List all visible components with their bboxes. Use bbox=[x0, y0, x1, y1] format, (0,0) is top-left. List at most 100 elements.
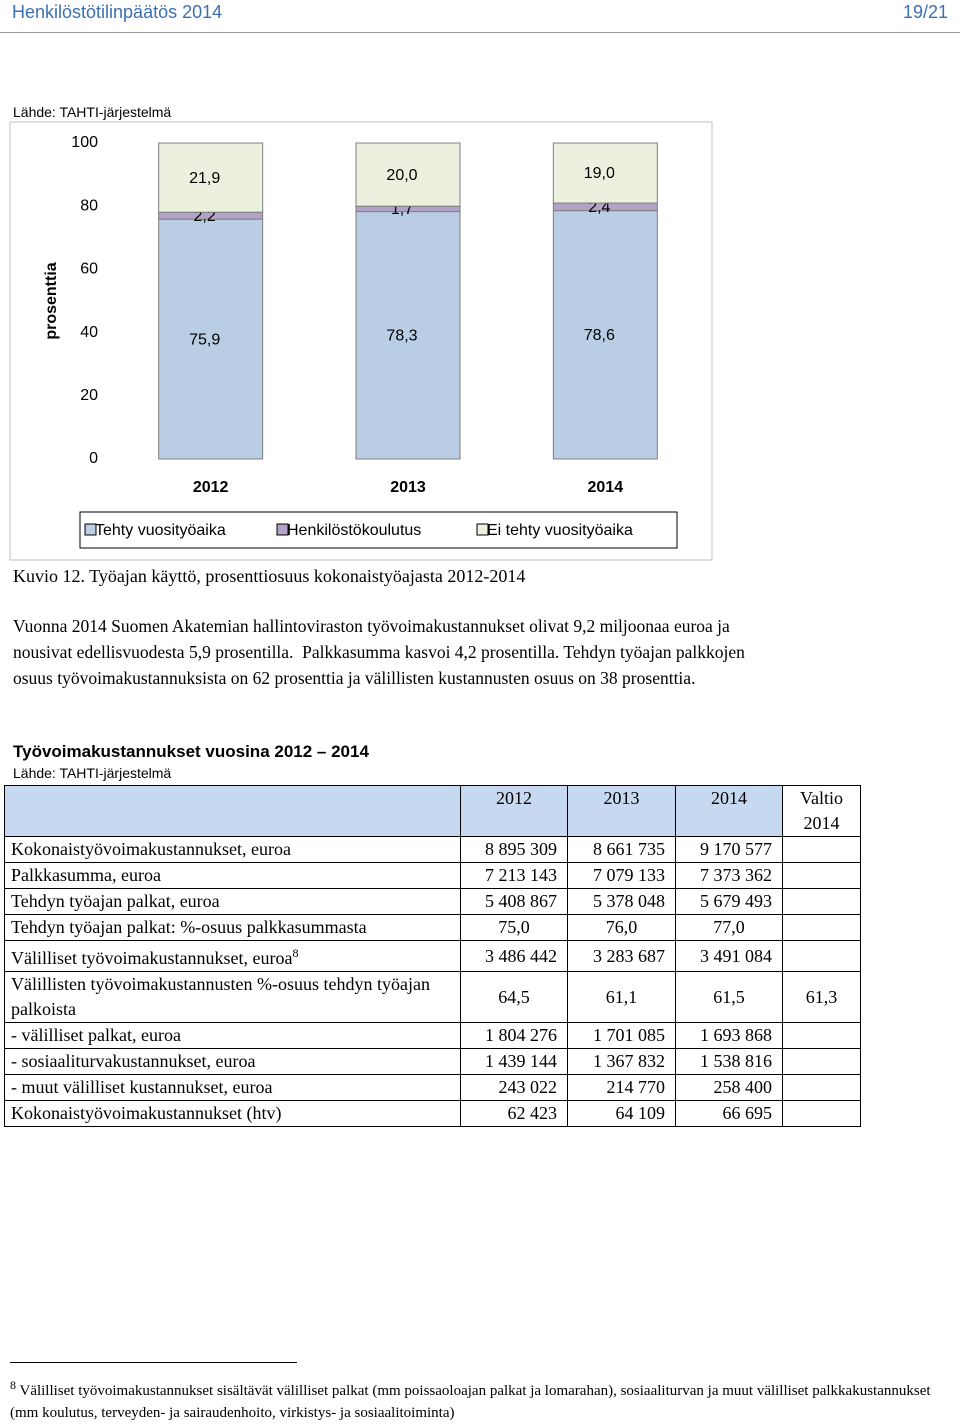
cell: 62 423 bbox=[460, 1100, 568, 1127]
cell: 76,0 bbox=[567, 914, 676, 941]
y-tick-label: 0 bbox=[89, 450, 98, 467]
legend-label: Ei tehty vuosityöaika bbox=[487, 522, 633, 539]
paragraph-line: Vuonna 2014 Suomen Akatemian hallintovir… bbox=[13, 616, 730, 636]
cell: 64,5 bbox=[460, 971, 568, 1023]
data-label: 78,3 bbox=[386, 328, 417, 345]
y-tick-label: 20 bbox=[80, 387, 98, 404]
table-row: Tehdyn työajan palkat: %-osuus palkkasum… bbox=[4, 914, 861, 941]
cell bbox=[782, 888, 861, 915]
cell: 3 486 442 bbox=[460, 940, 568, 972]
cell: 5 679 493 bbox=[675, 888, 783, 915]
row-label: Palkkasumma, euroa bbox=[4, 862, 461, 889]
bar-segment bbox=[552, 210, 658, 460]
cell: 1 701 085 bbox=[567, 1022, 676, 1049]
caption: Kuvio 12. Työajan käyttö, prosenttiosuus… bbox=[13, 566, 526, 586]
row-label: - sosiaaliturvakustannukset, euroa bbox=[4, 1048, 461, 1075]
cell: 7 079 133 bbox=[567, 862, 676, 889]
cell bbox=[782, 940, 861, 972]
header-cell bbox=[4, 785, 461, 837]
legend-swatch bbox=[84, 523, 97, 536]
cell: 66 695 bbox=[675, 1100, 783, 1127]
bar-segment bbox=[355, 211, 461, 460]
x-tick-label: 2014 bbox=[588, 479, 624, 496]
cell: 75,0 bbox=[460, 914, 568, 941]
table-row: - muut välilliset kustannukset, euroa 243… bbox=[4, 1074, 861, 1101]
cell: 3 283 687 bbox=[567, 940, 676, 972]
chart-source: Lähde: TAHTI-järjestelmä bbox=[13, 104, 172, 120]
cell: 1 804 276 bbox=[460, 1022, 568, 1049]
footnote-mark: 8 bbox=[10, 1378, 16, 1392]
row-label: Tehdyn työajan palkat, euroa bbox=[4, 888, 461, 915]
table-row: Palkkasumma, euroa 7 213 143 7 079 133 7 37… bbox=[4, 862, 861, 889]
row-label: Tehdyn työajan palkat: %-osuus palkkasum… bbox=[4, 914, 461, 941]
table-title: Työvoimakustannukset vuosina 2012 – 2014 bbox=[13, 742, 369, 761]
footnote-rule bbox=[10, 1362, 297, 1363]
cell: 214 770 bbox=[567, 1074, 676, 1101]
paragraph-line: nousivat edellisvuodesta 5,9 prosentilla… bbox=[13, 642, 745, 662]
table-row: Tehdyn työajan palkat, euroa 5 408 867 5 3… bbox=[4, 888, 861, 915]
cell bbox=[782, 1048, 861, 1075]
cell: 1 693 868 bbox=[675, 1022, 783, 1049]
paragraph-line: osuus työvoimakustannuksista on 62 prose… bbox=[13, 668, 696, 688]
cell bbox=[782, 1022, 861, 1049]
bar-segment bbox=[158, 218, 264, 460]
y-tick-label: 60 bbox=[80, 261, 98, 278]
cell: 243 022 bbox=[460, 1074, 568, 1101]
cell: 9 170 577 bbox=[675, 836, 783, 863]
cell: 61,5 bbox=[675, 971, 783, 1023]
row-label: Välillisten työvoimakustannusten %-osuus… bbox=[4, 971, 461, 1023]
table-row: - sosiaaliturvakustannukset, euroa 1 439 … bbox=[4, 1048, 861, 1075]
header-cell: Valtio 2014 bbox=[782, 785, 861, 837]
data-label: 20,0 bbox=[386, 167, 417, 184]
cell bbox=[782, 914, 861, 941]
footnote: 8 Välilliset työvoimakustannukset sisält… bbox=[10, 1374, 955, 1424]
cell: 258 400 bbox=[675, 1074, 783, 1101]
table-row: Välillisten työvoimakustannusten %-osuus… bbox=[4, 971, 861, 1023]
cell: 7 213 143 bbox=[460, 862, 568, 889]
cell: 5 378 048 bbox=[567, 888, 676, 915]
chart: prosenttia 020406080100201275,92,221,920… bbox=[9, 121, 713, 561]
cell: 77,0 bbox=[675, 914, 783, 941]
cell: 61,1 bbox=[567, 971, 676, 1023]
cell: 7 373 362 bbox=[675, 862, 783, 889]
header-row: 2012 2013 2014 Valtio 2014 bbox=[4, 785, 861, 837]
bar-segment bbox=[158, 142, 264, 213]
header-cell: 2012 bbox=[460, 785, 568, 837]
cost-table: 2012 2013 2014 Valtio 2014 Kokonaistyövoimak… bbox=[4, 785, 861, 1127]
data-label: 19,0 bbox=[584, 165, 615, 182]
header-title: Henkilöstötilinpäätös 2014 bbox=[12, 2, 223, 22]
row-label: Välilliset työvoimakustannukset, euroa8 bbox=[4, 940, 461, 972]
legend-label: Henkilöstökoulutus bbox=[287, 522, 421, 539]
table-source: Lähde: TAHTI-järjestelmä bbox=[13, 765, 172, 781]
table-row: Välilliset työvoimakustannukset, euroa8 3… bbox=[4, 940, 861, 972]
paragraph: Vuonna 2014 Suomen Akatemian hallintovir… bbox=[13, 613, 745, 691]
y-tick-label: 40 bbox=[80, 324, 98, 341]
cell: 3 491 084 bbox=[675, 940, 783, 972]
table-row: Kokonaistyövoimakustannukset, euroa 8 895… bbox=[4, 836, 861, 863]
cell bbox=[782, 836, 861, 863]
x-tick-label: 2013 bbox=[390, 479, 426, 496]
data-label: 78,6 bbox=[584, 327, 615, 344]
x-tick-label: 2012 bbox=[193, 479, 229, 496]
cell: 1 367 832 bbox=[567, 1048, 676, 1075]
header-cell: 2014 bbox=[675, 785, 783, 837]
table-row: Kokonaistyövoimakustannukset (htv) 62 423… bbox=[4, 1100, 861, 1127]
table-row: - välilliset palkat, euroa 1 804 276 1 701… bbox=[4, 1022, 861, 1049]
cell: 8 661 735 bbox=[567, 836, 676, 863]
footnote-ref: 8 bbox=[292, 946, 299, 960]
y-tick-label: 100 bbox=[71, 134, 98, 151]
legend-label: Tehty vuosityöaika bbox=[95, 522, 226, 539]
cell: 1 439 144 bbox=[460, 1048, 568, 1075]
cell: 61,3 bbox=[782, 971, 861, 1023]
row-label: - välilliset palkat, euroa bbox=[4, 1022, 461, 1049]
header-cell: 2013 bbox=[567, 785, 676, 837]
bar-segment bbox=[552, 142, 658, 204]
cell: 5 408 867 bbox=[460, 888, 568, 915]
cell: 8 895 309 bbox=[460, 836, 568, 863]
cell: 1 538 816 bbox=[675, 1048, 783, 1075]
cell: 64 109 bbox=[567, 1100, 676, 1127]
data-label: 21,9 bbox=[189, 170, 220, 187]
data-label: 75,9 bbox=[189, 331, 220, 348]
y-tick-label: 80 bbox=[80, 197, 98, 214]
